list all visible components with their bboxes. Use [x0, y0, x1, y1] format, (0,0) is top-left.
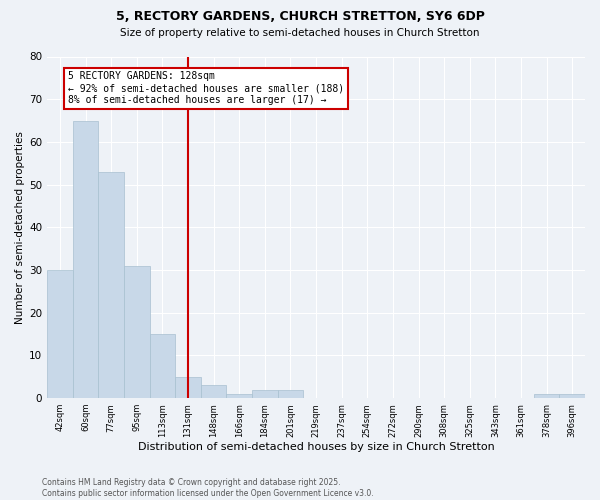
X-axis label: Distribution of semi-detached houses by size in Church Stretton: Distribution of semi-detached houses by … — [138, 442, 494, 452]
Y-axis label: Number of semi-detached properties: Number of semi-detached properties — [15, 131, 25, 324]
Bar — [278, 390, 303, 398]
Bar — [149, 334, 175, 398]
Bar — [175, 376, 201, 398]
Bar — [559, 394, 585, 398]
Text: 5 RECTORY GARDENS: 128sqm
← 92% of semi-detached houses are smaller (188)
8% of : 5 RECTORY GARDENS: 128sqm ← 92% of semi-… — [68, 72, 344, 104]
Bar — [534, 394, 559, 398]
Bar — [47, 270, 73, 398]
Bar — [226, 394, 252, 398]
Text: Contains HM Land Registry data © Crown copyright and database right 2025.
Contai: Contains HM Land Registry data © Crown c… — [42, 478, 374, 498]
Text: 5, RECTORY GARDENS, CHURCH STRETTON, SY6 6DP: 5, RECTORY GARDENS, CHURCH STRETTON, SY6… — [116, 10, 484, 23]
Bar — [124, 266, 149, 398]
Text: Size of property relative to semi-detached houses in Church Stretton: Size of property relative to semi-detach… — [120, 28, 480, 38]
Bar — [252, 390, 278, 398]
Bar — [201, 386, 226, 398]
Bar — [73, 120, 98, 398]
Bar — [98, 172, 124, 398]
